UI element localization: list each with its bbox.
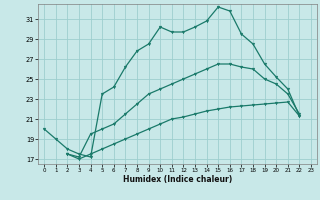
X-axis label: Humidex (Indice chaleur): Humidex (Indice chaleur) [123, 175, 232, 184]
